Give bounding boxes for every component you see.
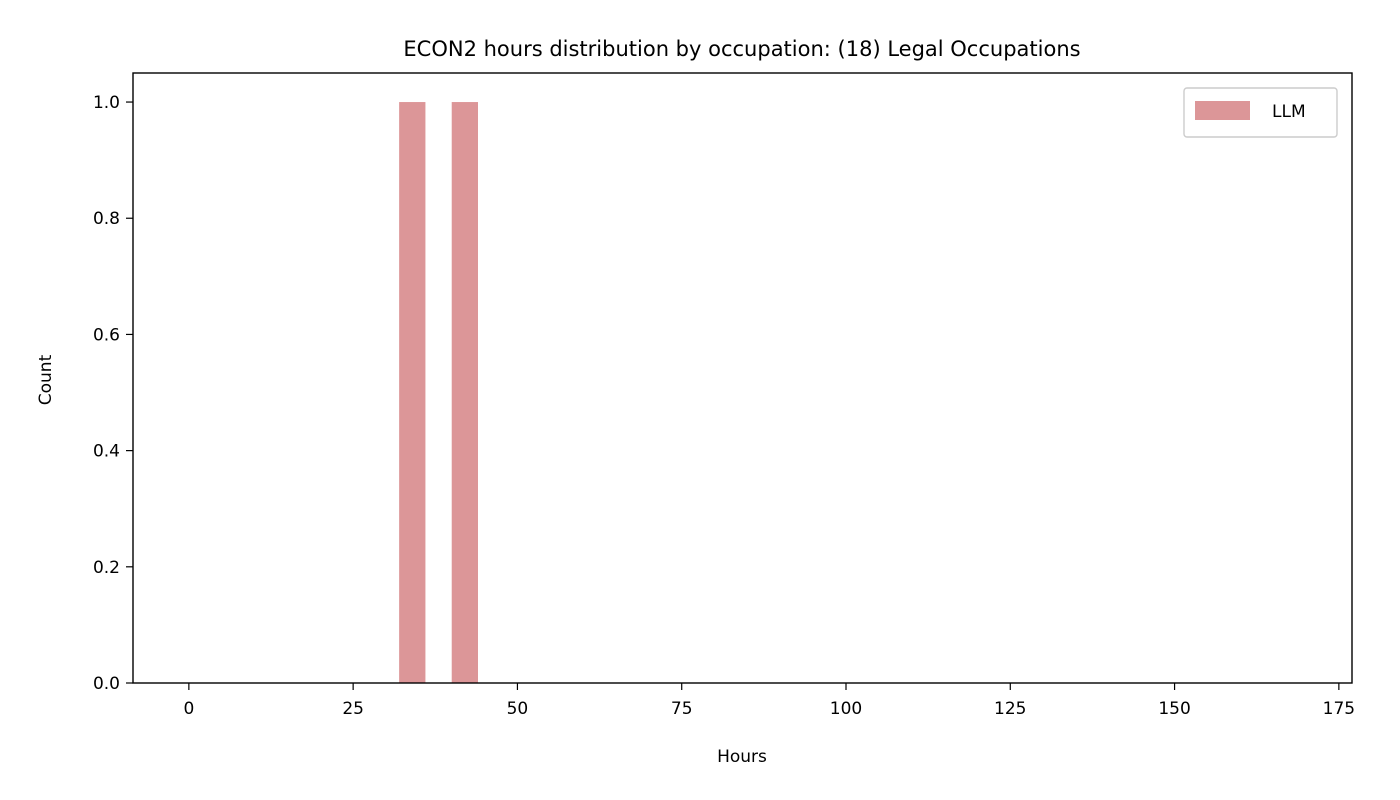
x-tick-label: 125 xyxy=(994,699,1026,719)
chart-title: ECON2 hours distribution by occupation: … xyxy=(403,37,1080,61)
y-tick-label: 1.0 xyxy=(93,93,120,113)
y-axis-label: Count xyxy=(36,354,56,405)
legend-frame xyxy=(1183,87,1338,138)
y-tick-label: 0.6 xyxy=(93,325,120,345)
x-axis-label: Hours xyxy=(717,747,767,767)
x-tick-label: 175 xyxy=(1323,699,1355,719)
bars-layer xyxy=(399,102,478,684)
y-tick-label: 0.8 xyxy=(93,209,120,229)
histogram-bar xyxy=(451,102,478,684)
x-tick-label: 150 xyxy=(1158,699,1190,719)
x-tick-label: 100 xyxy=(830,699,862,719)
x-tick-label: 75 xyxy=(671,699,693,719)
x-axis-ticks: 0 25 50 75 100 125 150 175 xyxy=(183,683,1355,719)
y-tick-label: 0.2 xyxy=(93,558,120,578)
legend-label: LLM xyxy=(1272,102,1306,122)
plot-area-frame xyxy=(132,72,1353,684)
legend: LLM xyxy=(1183,87,1338,138)
x-tick-label: 0 xyxy=(183,699,194,719)
x-tick-label: 25 xyxy=(342,699,364,719)
histogram-bar xyxy=(399,102,426,684)
x-tick-label: 50 xyxy=(507,699,529,719)
y-axis-ticks: 0.0 0.2 0.4 0.6 0.8 1.0 xyxy=(93,93,133,694)
y-tick-label: 0.0 xyxy=(93,674,120,694)
legend-swatch xyxy=(1195,101,1250,120)
y-tick-label: 0.4 xyxy=(93,442,120,462)
